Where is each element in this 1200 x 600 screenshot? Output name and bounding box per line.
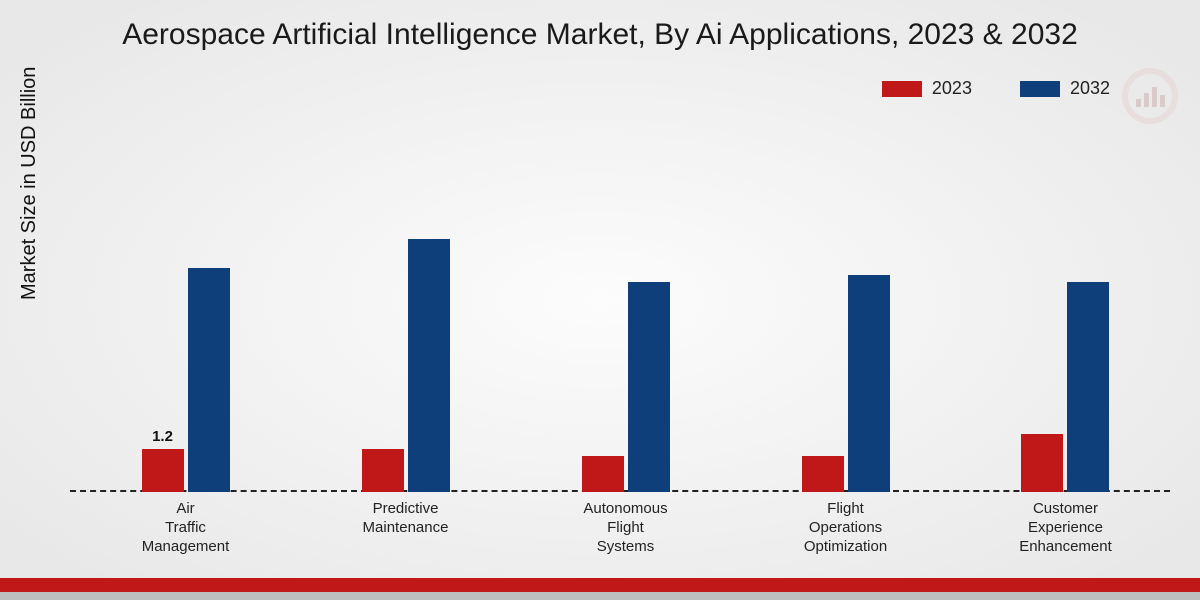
- watermark-icon: [1122, 68, 1178, 124]
- legend-swatch-2032: [1020, 81, 1060, 97]
- bar-2023: [142, 449, 184, 492]
- bar-2023: [1021, 434, 1063, 492]
- bar-group: [362, 239, 450, 492]
- bar-2023: [802, 456, 844, 492]
- x-tick-label: Customer Experience Enhancement: [1019, 500, 1112, 556]
- bar-2023: [582, 456, 624, 492]
- x-tick-label: Flight Operations Optimization: [804, 500, 887, 556]
- legend-item-2023: 2023: [882, 78, 972, 99]
- legend: 2023 2032: [882, 78, 1110, 99]
- footer-gray-stripe: [0, 592, 1200, 600]
- y-axis-label: Market Size in USD Billion: [18, 67, 41, 300]
- bar-group: 1.2: [142, 268, 230, 492]
- bar-group: [802, 275, 890, 492]
- bar-2032: [848, 275, 890, 492]
- bar-group: [1021, 282, 1109, 492]
- bar-2032: [628, 282, 670, 492]
- footer-red-stripe: [0, 578, 1200, 592]
- legend-item-2032: 2032: [1020, 78, 1110, 99]
- bar-2032: [408, 239, 450, 492]
- bar-2032: [188, 268, 230, 492]
- x-tick-label: Autonomous Flight Systems: [583, 500, 667, 556]
- legend-label-2023: 2023: [932, 78, 972, 99]
- x-tick-label: Predictive Maintenance: [363, 500, 449, 538]
- plot-area: 1.2: [70, 130, 1170, 492]
- bar-group: [582, 282, 670, 492]
- x-axis-labels: Air Traffic Management Predictive Mainten…: [70, 500, 1170, 560]
- chart-title: Aerospace Artificial Intelligence Market…: [0, 18, 1200, 52]
- x-tick-label: Air Traffic Management: [142, 500, 230, 556]
- legend-swatch-2023: [882, 81, 922, 97]
- bar-value-label: 1.2: [152, 428, 173, 445]
- bar-2032: [1067, 282, 1109, 492]
- footer-bar: [0, 578, 1200, 600]
- bar-2023: [362, 449, 404, 492]
- legend-label-2032: 2032: [1070, 78, 1110, 99]
- chart-page: Aerospace Artificial Intelligence Market…: [0, 0, 1200, 600]
